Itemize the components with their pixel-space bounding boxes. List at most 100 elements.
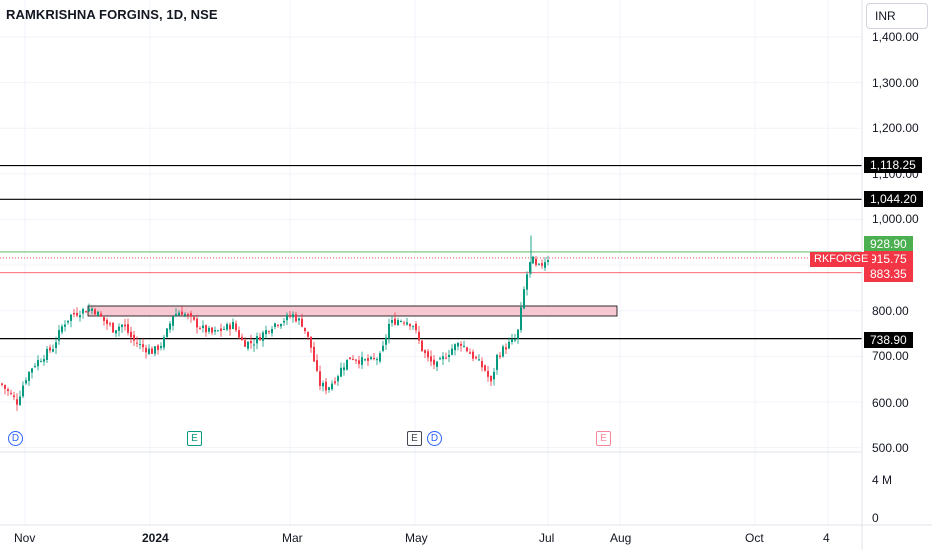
candle-body (514, 339, 516, 341)
candle-body (532, 256, 534, 264)
candle-body (73, 312, 75, 315)
candle-body (478, 359, 480, 361)
candle-body (511, 338, 513, 342)
candle-body (211, 327, 213, 333)
candle-body (7, 389, 9, 391)
candle-body (16, 399, 18, 405)
candle-body (346, 359, 348, 370)
candle-body (193, 317, 195, 320)
candle-body (10, 392, 12, 394)
time-tick: Nov (14, 531, 36, 545)
candle-body (415, 323, 417, 331)
candle-body (370, 357, 372, 360)
candle-body (94, 309, 96, 315)
candle-body (376, 359, 378, 361)
candle-body (175, 313, 177, 317)
candle-body (292, 314, 294, 318)
candle-body (454, 344, 456, 351)
candle-body (184, 314, 186, 316)
candle-body (280, 323, 282, 327)
price-tick: 1,200.00 (872, 121, 919, 135)
candle-body (358, 360, 360, 364)
time-tick: Oct (745, 531, 764, 545)
candle-body (310, 336, 312, 348)
earnings-event-icon[interactable]: E (187, 431, 202, 446)
candle-body (187, 314, 189, 316)
earnings-event-icon[interactable]: E (407, 431, 422, 446)
candle-body (400, 321, 402, 323)
candle-body (133, 334, 135, 341)
candle-body (220, 328, 222, 331)
candle-body (22, 385, 24, 397)
candle-body (154, 346, 156, 354)
currency-selector[interactable]: INR (866, 3, 928, 29)
candle-body (70, 314, 72, 321)
candle-body (199, 328, 201, 330)
price-tick: 500.00 (872, 441, 909, 455)
candle-body (148, 348, 150, 354)
candle-body (496, 354, 498, 370)
candle-body (352, 358, 354, 360)
candle-body (421, 340, 423, 352)
candle-body (523, 289, 525, 309)
candle-body (19, 396, 21, 405)
candle-body (427, 351, 429, 358)
candle-body (196, 318, 198, 328)
candle-body (208, 327, 210, 332)
candle-body (361, 357, 363, 365)
resistance-zone[interactable] (87, 305, 618, 317)
candle-body (235, 323, 237, 331)
candle-body (391, 319, 393, 323)
candle-body (130, 331, 132, 338)
candle-body (442, 356, 444, 360)
candle-body (448, 354, 450, 357)
candle-body (40, 361, 42, 363)
candle-body (295, 314, 297, 322)
candle-body (475, 356, 477, 359)
candle-body (298, 318, 300, 321)
candle-body (25, 380, 27, 384)
candle-body (241, 336, 243, 341)
candle-body (244, 340, 246, 347)
candle-body (457, 343, 459, 347)
candle-body (412, 325, 414, 327)
candle-body (343, 367, 345, 371)
upcoming-earnings-icon[interactable]: E (596, 431, 611, 446)
candle-body (253, 344, 255, 346)
candle-body (145, 347, 147, 353)
candle-body (286, 314, 288, 321)
candle-body (217, 330, 219, 332)
candle-body (103, 316, 105, 321)
candle-body (247, 341, 249, 349)
candle-body (418, 331, 420, 341)
dividend-event-icon[interactable]: D (427, 431, 442, 446)
candle-body (49, 347, 51, 351)
candle-body (172, 316, 174, 326)
candle-body (34, 365, 36, 367)
candle-body (469, 352, 471, 354)
time-tick: 2024 (142, 531, 169, 545)
candle-body (319, 371, 321, 386)
candle-body (238, 330, 240, 338)
candle-body (502, 346, 504, 357)
candle-body (250, 340, 252, 344)
candle-body (265, 330, 267, 335)
candle-body (169, 323, 171, 330)
candle-body (178, 312, 180, 316)
candle-body (517, 329, 519, 339)
candle-body (424, 350, 426, 353)
dividend-event-icon[interactable]: D (8, 431, 23, 446)
candle-body (229, 324, 231, 330)
candle-body (490, 375, 492, 382)
candle-body (157, 345, 159, 350)
time-tick: 4 (823, 531, 830, 545)
candle-body (136, 342, 138, 344)
candle-body (52, 349, 54, 352)
candle-body (139, 343, 141, 345)
candle-body (163, 337, 165, 348)
level-price-tag: 738.90 (864, 332, 913, 348)
time-tick: Aug (610, 531, 632, 545)
candle-body (403, 322, 405, 324)
candle-body (325, 381, 327, 391)
